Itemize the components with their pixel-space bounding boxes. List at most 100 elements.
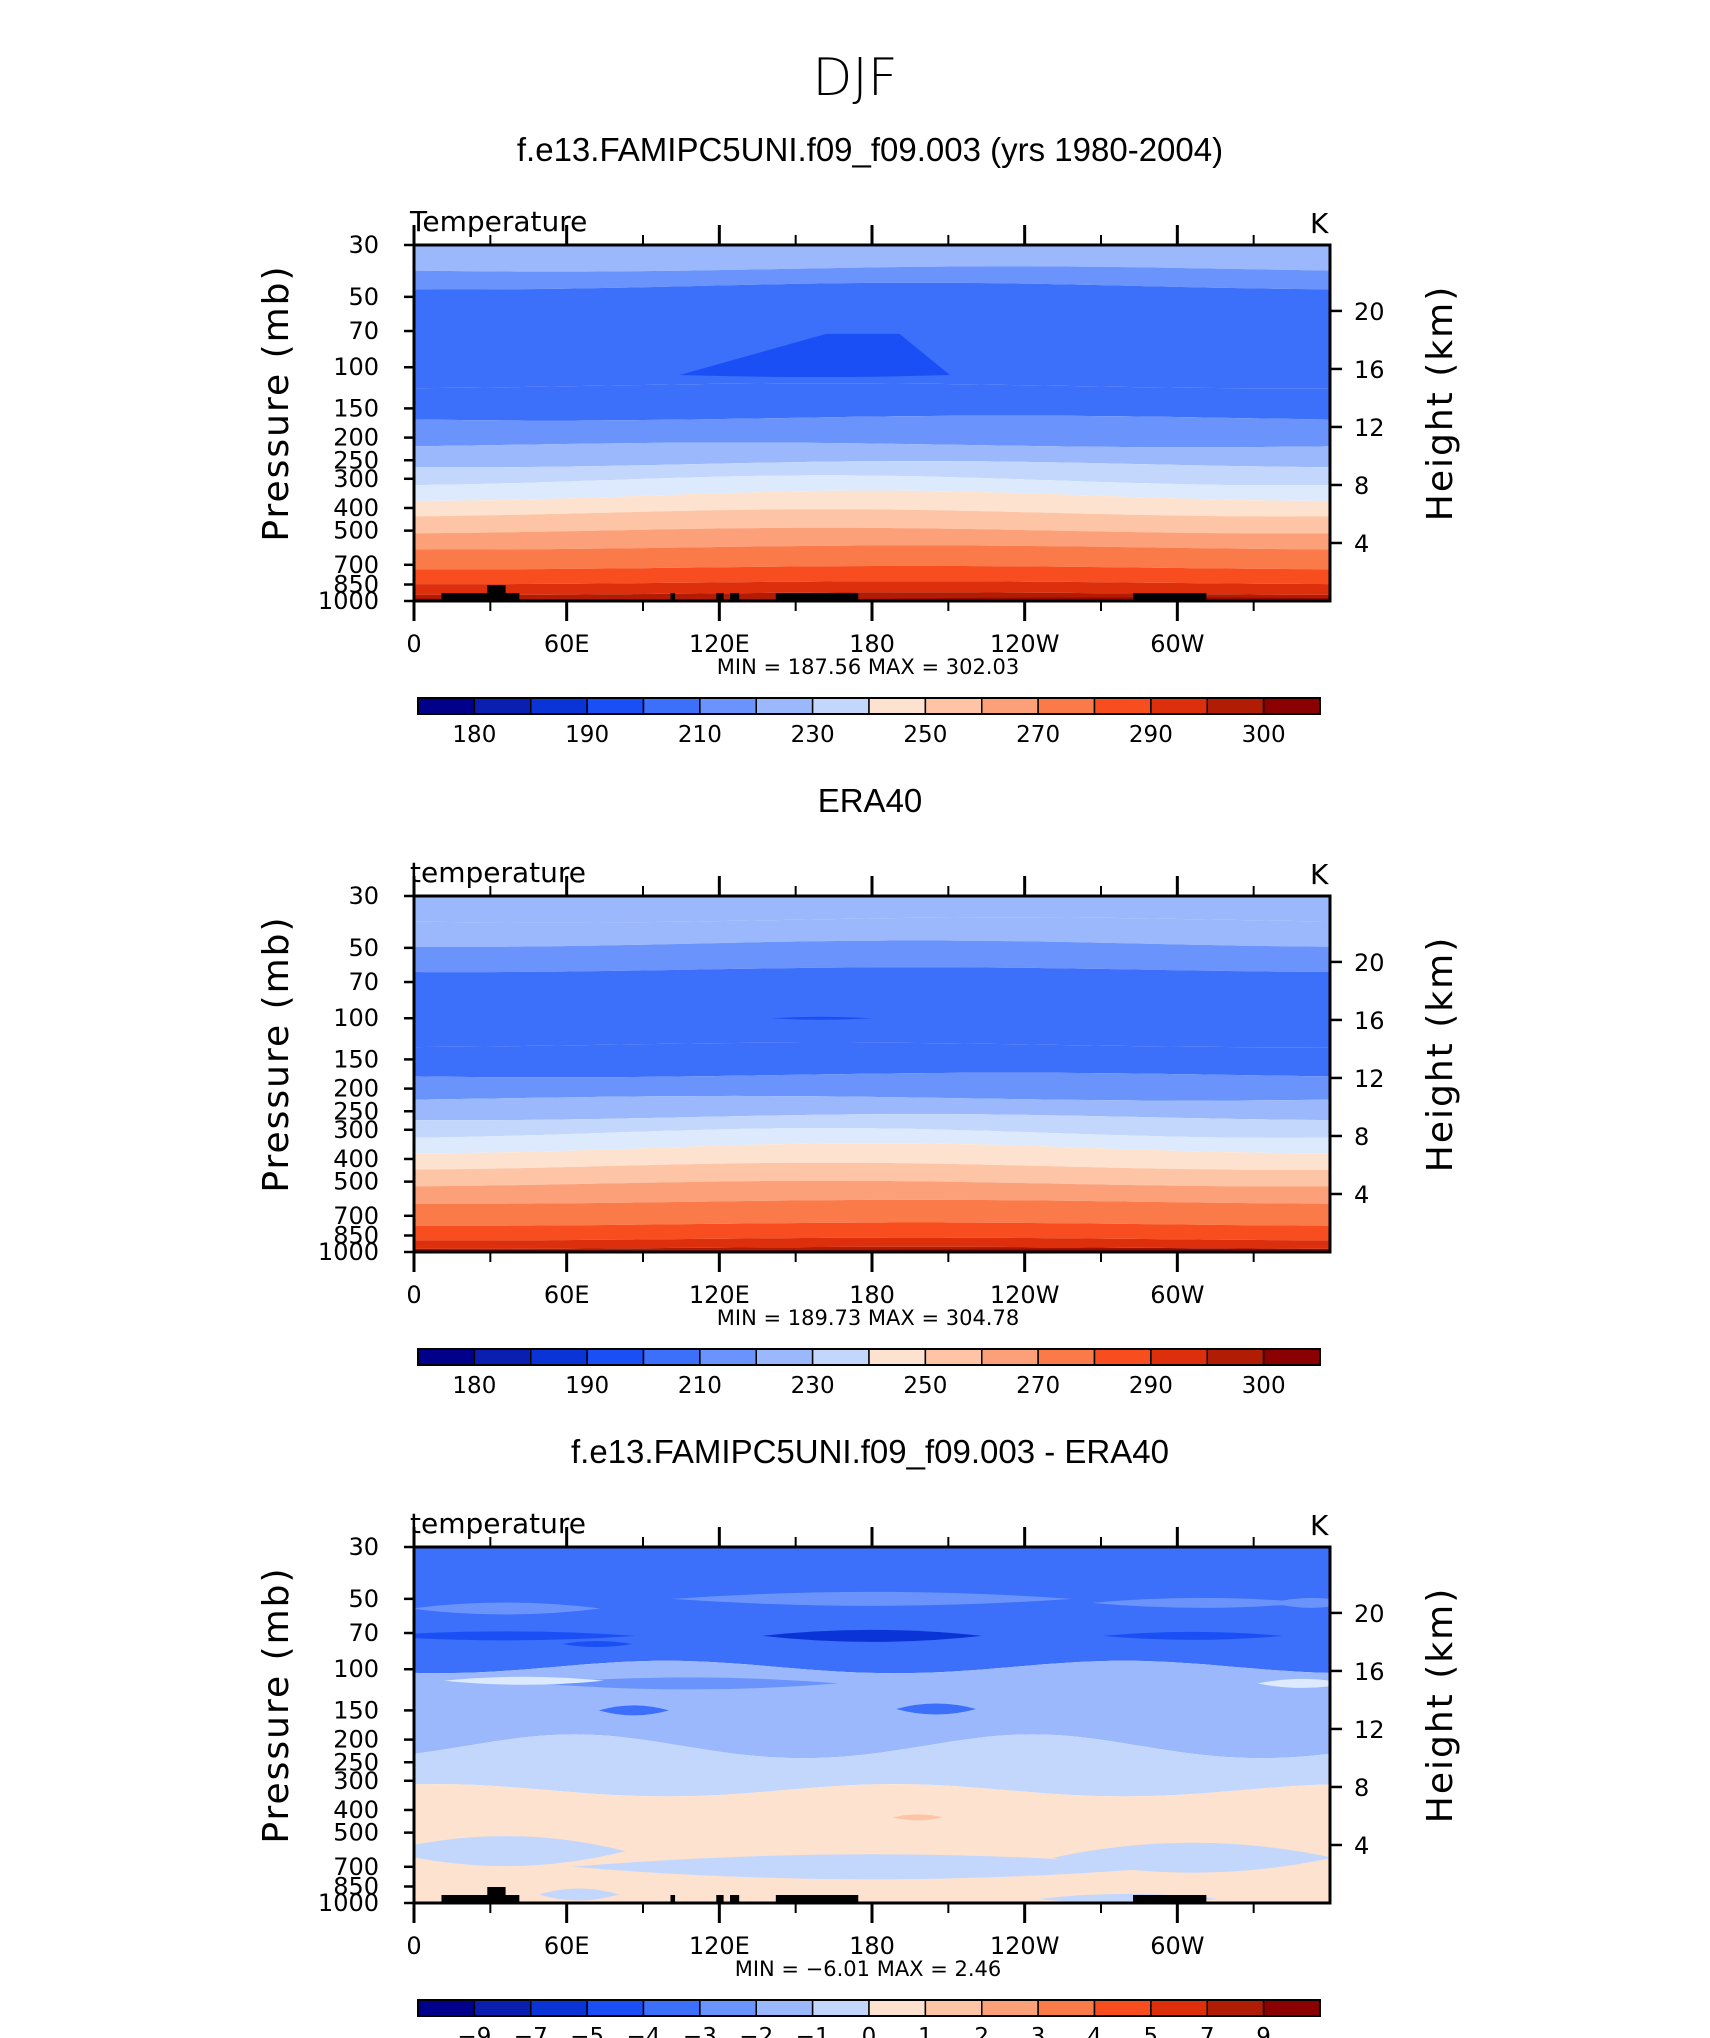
colorbar-cell — [1150, 1348, 1208, 1366]
contour-field — [414, 245, 1330, 601]
colorbar-cell — [1262, 697, 1321, 715]
right-tick-label: 8 — [1354, 472, 1369, 500]
x-tick-label: 120E — [689, 1932, 750, 1960]
colorbar-frame — [417, 1999, 1321, 2017]
colorbar-label: −9 — [457, 2024, 491, 2038]
variable-label: Temperature — [409, 205, 587, 238]
colorbar-cell — [811, 1348, 870, 1366]
contour-band — [414, 1199, 1330, 1226]
topography-mask — [487, 585, 506, 601]
y-tick-label: 250 — [333, 1748, 379, 1776]
colorbar-frame — [417, 697, 1321, 715]
colorbar-cell — [699, 697, 757, 715]
colorbar-cell — [473, 1348, 532, 1366]
y-tick-label: 850 — [333, 1222, 379, 1250]
y-tick-label: 400 — [333, 494, 379, 522]
colorbar-label: 210 — [678, 722, 722, 748]
topography-mask — [716, 1895, 724, 1903]
colorbar: 180 190 210 230 250 270 290 300 — [417, 1348, 1321, 1399]
colorbar-cell — [811, 1999, 870, 2017]
y-tick-label: 100 — [333, 1004, 379, 1032]
contour-band — [1257, 1678, 1330, 1688]
right-tick-label: 16 — [1354, 1007, 1385, 1035]
contour-band — [1091, 1597, 1312, 1608]
colorbar-cell — [417, 697, 476, 715]
y-tick-label: 250 — [333, 446, 379, 474]
colorbar-label: 9 — [1256, 2024, 1271, 2038]
y-tick-label: 250 — [333, 1097, 379, 1125]
topography-mask — [487, 1887, 506, 1903]
right-tick-label: 20 — [1354, 1600, 1385, 1628]
colorbar-label: −1 — [796, 2024, 830, 2038]
contour-band — [414, 1095, 1330, 1121]
colorbar-cell — [868, 1999, 927, 2017]
x-tick-label: 60E — [544, 1281, 590, 1309]
colorbar-cell — [1206, 697, 1265, 715]
y-tick-label: 300 — [333, 1116, 379, 1144]
y-tick-label: 400 — [333, 1145, 379, 1173]
colorbar-cell — [981, 697, 1039, 715]
colorbar-label: 300 — [1242, 722, 1286, 748]
contour-band — [414, 1237, 1330, 1249]
units-label: K — [1310, 207, 1329, 240]
y-tick-label: 70 — [348, 968, 379, 996]
contour-band — [414, 266, 1330, 290]
colorbar-label: 190 — [565, 1373, 609, 1399]
chart-panel-3: f.e13.FAMIPC5UNI.f09_f09.003 - ERA40 temp… — [256, 1433, 1461, 2038]
contour-band — [414, 565, 1330, 585]
x-tick-label: 120W — [990, 630, 1060, 658]
y-tick-label: 850 — [333, 571, 379, 599]
colorbar-cell — [530, 1999, 588, 2017]
x-tick-label: 180 — [849, 630, 895, 658]
y-tick-label: 150 — [333, 1696, 379, 1724]
colorbar-cell — [473, 1999, 532, 2017]
y-tick-label: 50 — [348, 934, 379, 962]
contour-band — [414, 1547, 1330, 1674]
contour-band — [414, 1836, 626, 1867]
colorbar-cell — [642, 1348, 701, 1366]
x-tick-label: 60W — [1150, 1281, 1204, 1309]
topography-mask — [441, 1895, 520, 1903]
colorbar-cell — [642, 1999, 701, 2017]
variable-label: temperature — [410, 856, 586, 889]
units-label: K — [1310, 1509, 1329, 1542]
y-tick-label: 1000 — [318, 1889, 379, 1917]
y-tick-label: 30 — [348, 231, 379, 259]
units-label: K — [1310, 858, 1329, 891]
y-tick-label: 1000 — [318, 1238, 379, 1266]
topography-mask — [775, 1895, 859, 1903]
colorbar-cell — [417, 1348, 476, 1366]
colorbar-cell — [924, 1999, 983, 2017]
topography-mask — [670, 593, 676, 601]
y-tick-label: 300 — [333, 465, 379, 493]
colorbar-label: −2 — [739, 2024, 773, 2038]
y-tick-label: 150 — [333, 1045, 379, 1073]
colorbar-label: 210 — [678, 1373, 722, 1399]
colorbar-cell — [981, 1999, 1039, 2017]
colorbar-label: −3 — [683, 2024, 717, 2038]
contour-band — [679, 333, 950, 378]
y-tick-label: 700 — [333, 1202, 379, 1230]
min-max-label: MIN = 187.56 MAX = 302.03 — [717, 655, 1019, 679]
y-tick-label: 30 — [348, 882, 379, 910]
contour-band — [414, 1734, 1330, 1797]
contour-band — [414, 527, 1330, 550]
colorbar-cell — [868, 697, 927, 715]
right-tick-label: 8 — [1354, 1774, 1369, 1802]
right-axis-label: Height (km) — [1420, 936, 1461, 1172]
panel-title: ERA40 — [818, 782, 923, 819]
colorbar-cell — [1150, 697, 1208, 715]
colorbar-cell — [586, 1348, 645, 1366]
right-tick-label: 12 — [1354, 1716, 1385, 1744]
colorbar-label: 2 — [974, 2024, 989, 2038]
contour-band — [771, 1016, 872, 1020]
x-tick-label: 180 — [849, 1281, 895, 1309]
contour-field — [414, 1547, 1330, 1903]
right-tick-label: 16 — [1354, 356, 1385, 384]
y-tick-label: 300 — [333, 1767, 379, 1795]
right-axis-label: Height (km) — [1420, 285, 1461, 521]
topography-mask — [730, 593, 740, 601]
colorbar-cell — [1262, 1348, 1321, 1366]
contour-band — [414, 1042, 1330, 1078]
contour-band — [1271, 1597, 1330, 1608]
